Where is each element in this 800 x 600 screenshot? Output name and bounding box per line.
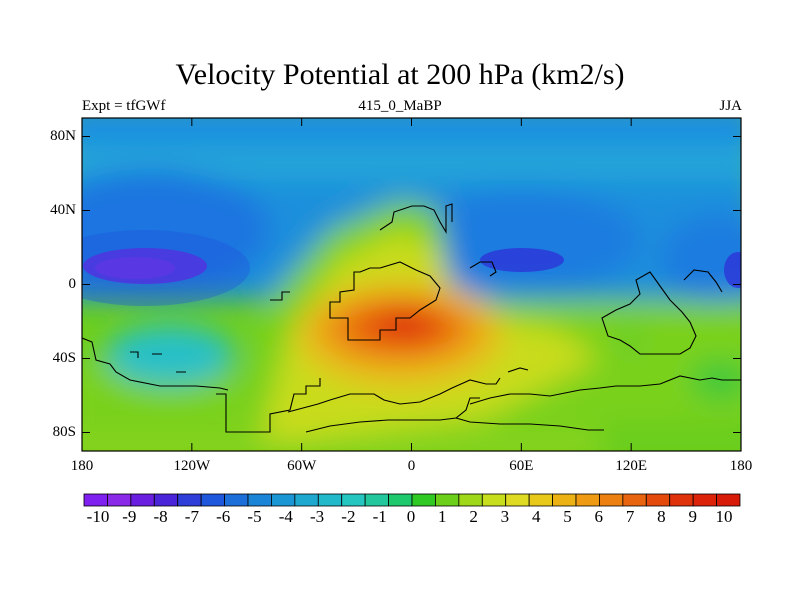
colorbar-label: -1 (372, 507, 387, 526)
colorbar-box (505, 493, 530, 507)
y-tick-label: 0 (68, 275, 77, 292)
colorbar-label: 8 (657, 507, 666, 526)
coastlines (82, 203, 741, 433)
colorbar-box (177, 493, 202, 507)
y-tick-label: 80N (50, 127, 76, 144)
season-label: JJA (719, 98, 742, 114)
colorbar-label: 1 (438, 507, 447, 526)
colorbar-box (317, 493, 343, 507)
colorbar-box (481, 493, 507, 507)
colorbar-box (247, 493, 272, 507)
colorbar-box (622, 493, 647, 507)
colorbar-box (575, 493, 600, 507)
y-tick-label: 80S (52, 423, 76, 440)
colorbar-box (224, 493, 249, 507)
colorbar-box (716, 493, 741, 507)
colorbar-box (364, 493, 389, 507)
colorbar-box (271, 493, 296, 507)
colorbar (83, 493, 741, 507)
colorbar-box (435, 493, 460, 507)
colorbar-label: -4 (278, 507, 293, 526)
colorbar-label: 6 (594, 507, 604, 526)
colorbar-label: -6 (216, 507, 231, 526)
colorbar-box (528, 493, 553, 507)
colorbar-box (645, 493, 671, 507)
experiment-label: Expt = tfGWf (82, 98, 166, 114)
colorbar-label: 0 (406, 507, 416, 526)
plot-title: Velocity Potential at 200 hPa (km2/s) (175, 58, 625, 91)
colorbar-box (552, 493, 577, 507)
x-tick-label: 60E (509, 458, 534, 474)
x-tick-label: 120W (173, 458, 211, 474)
colorbar-label: -3 (310, 507, 325, 526)
colorbar-label: -10 (86, 507, 110, 526)
x-tick-label: 0 (407, 458, 416, 474)
plot-frame (81, 117, 742, 452)
x-tick-label: 60W (287, 458, 317, 474)
colorbar-box (692, 493, 717, 507)
colorbar-box (599, 493, 624, 507)
x-tick-label: 180 (729, 458, 753, 474)
colorbar-label: -7 (184, 507, 199, 526)
colorbar-label: 9 (688, 507, 697, 526)
colorbar-label: -8 (153, 507, 168, 526)
x-tick-label: 180 (70, 458, 94, 474)
colorbar-box (153, 493, 179, 507)
colorbar-label: 7 (625, 507, 635, 526)
colorbar-label: 2 (469, 507, 478, 526)
y-tick-label: 40N (50, 201, 76, 218)
colorbar-label: 10 (715, 507, 733, 526)
colorbar-label: 3 (500, 507, 510, 526)
colorbar-box (107, 493, 132, 507)
colorbar-box (388, 493, 413, 507)
colorbar-label: 5 (563, 507, 572, 526)
colorbar-box (341, 493, 366, 507)
colorbar-box (411, 493, 436, 507)
colorbar-label: -2 (341, 507, 356, 526)
x-tick-label: 120E (615, 458, 647, 474)
colorbar-box (294, 493, 319, 507)
colorbar-label: -5 (247, 507, 262, 526)
colorbar-box (130, 493, 155, 507)
colorbar-box (200, 493, 225, 507)
colorbar-box (669, 493, 694, 507)
colorbar-box (83, 493, 108, 507)
colorbar-label: 4 (531, 507, 541, 526)
run-label: 415_0_MaBP (358, 98, 442, 114)
contour-field (82, 118, 741, 451)
colorbar-label: -9 (122, 507, 137, 526)
y-tick-label: 40S (52, 349, 76, 366)
colorbar-box (458, 493, 483, 507)
